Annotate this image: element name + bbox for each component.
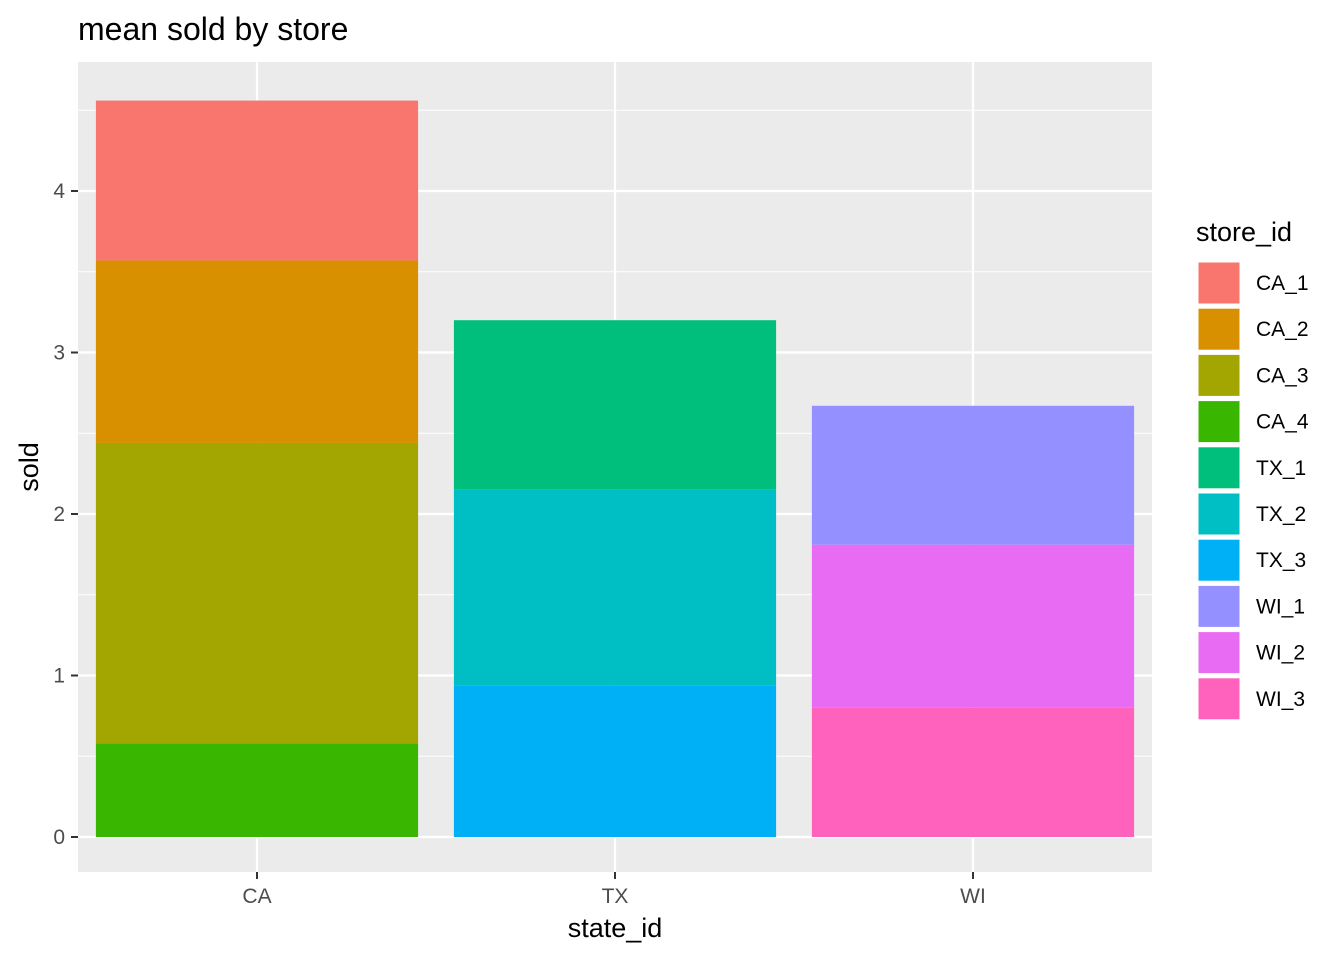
legend-key-wi-3 [1197,677,1241,721]
legend-label: WI_1 [1256,595,1305,618]
bar-segment-ca-2 [95,260,419,443]
x-tick-label: CA [242,885,271,908]
legend-key-ca-2 [1197,307,1241,351]
legend-label: CA_4 [1256,411,1309,434]
bar-segment-wi-2 [811,544,1135,708]
legend: CA_1 CA_2 CA_3 CA_4 TX_1 TX_2 TX_3 WI_1 WI_2 WI_3 [1197,261,1309,721]
bar-segment-ca-3 [95,442,419,744]
legend-label: CA_3 [1256,364,1309,387]
legend-key-ca-4 [1197,400,1241,444]
axes-layer: 0 1 2 3 4 CA TX WI [53,180,986,908]
y-axis-title: sold [14,442,44,492]
bars-layer [95,100,1135,837]
legend-label: TX_2 [1256,503,1306,526]
legend-key-tx-1 [1197,446,1241,490]
y-tick-label: 2 [53,503,65,526]
bar-segment-tx-3 [453,685,777,837]
legend-label: CA_2 [1256,318,1309,341]
legend-key-ca-1 [1197,261,1241,305]
legend-label: TX_1 [1256,457,1306,480]
legend-key-wi-2 [1197,631,1241,675]
legend-key-wi-1 [1197,584,1241,628]
bar-segment-ca-4 [95,743,419,837]
bar-segment-tx-2 [453,489,777,686]
y-tick-label: 0 [53,826,65,849]
legend-key-tx-3 [1197,538,1241,582]
x-axis-title: state_id [568,913,663,943]
chart-title: mean sold by store [78,11,348,47]
x-tick-label: WI [960,885,986,908]
legend-label: WI_3 [1256,688,1305,711]
bar-segment-tx-1 [453,320,777,490]
legend-key-ca-3 [1197,353,1241,397]
legend-label: TX_3 [1256,549,1306,572]
legend-title: store_id [1196,217,1292,247]
bar-segment-wi-3 [811,707,1135,837]
y-tick-label: 4 [53,180,65,203]
bar-segment-ca-1 [95,100,419,261]
legend-label: CA_1 [1256,272,1309,295]
legend-label: WI_2 [1256,642,1305,665]
bar-segment-wi-1 [811,405,1135,545]
x-tick-label: TX [602,885,629,908]
y-tick-label: 3 [53,342,65,365]
legend-key-tx-2 [1197,492,1241,536]
y-tick-label: 1 [53,665,65,688]
